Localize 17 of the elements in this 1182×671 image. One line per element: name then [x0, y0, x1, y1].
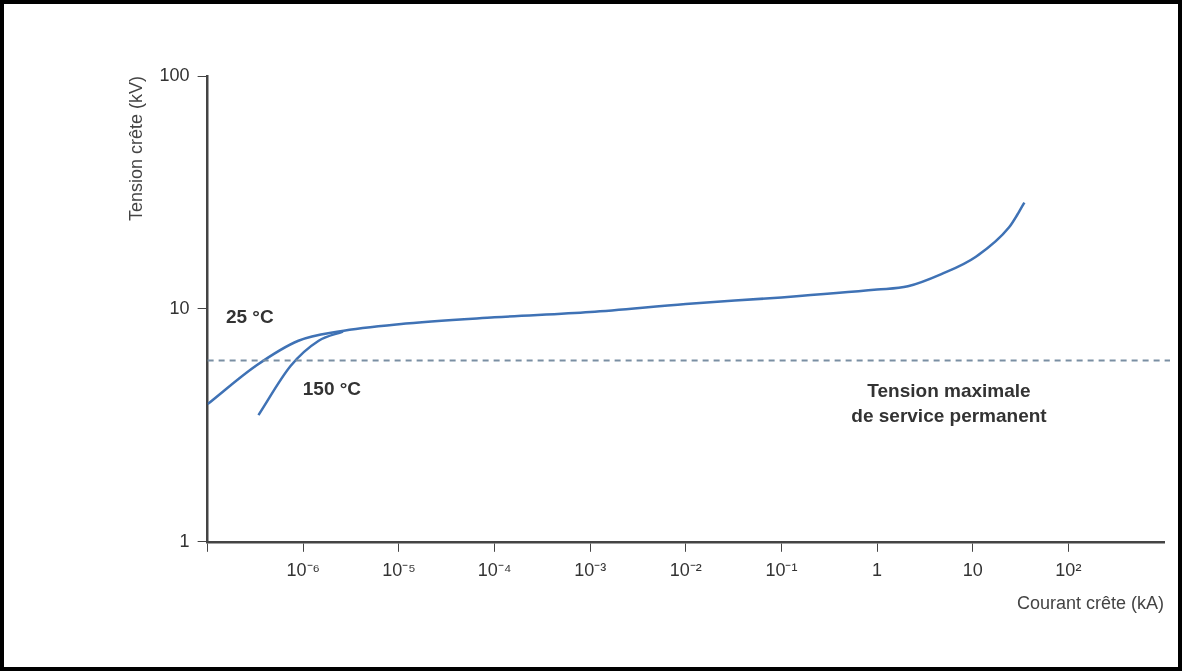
series-label: 150 °C: [302, 377, 362, 399]
series-label: 25 °C: [225, 305, 274, 327]
x-tick-label: 10⁻⁵: [382, 559, 416, 580]
y-tick-label: 10: [169, 297, 190, 318]
x-tick-label: 10: [962, 559, 983, 580]
x-tick-label: 10²: [1055, 559, 1082, 580]
x-tick-label: 10⁻¹: [765, 559, 798, 580]
x-tick-label: 10⁻³: [574, 559, 607, 580]
x-axis-title: Courant crête (kA): [1016, 593, 1164, 614]
y-axis-title: Tension crête (kV): [125, 76, 146, 222]
x-tick-label: 10⁻²: [669, 559, 702, 580]
y-tick-label: 1: [179, 530, 190, 551]
y-tick-label: 100: [159, 64, 190, 85]
x-tick-label: 1: [872, 559, 883, 580]
x-tick-label: 10⁻⁶: [286, 559, 320, 580]
x-tick-label: 10⁻⁴: [477, 559, 512, 580]
ref-line-label: Tension maximale de service permanent: [851, 380, 1048, 427]
